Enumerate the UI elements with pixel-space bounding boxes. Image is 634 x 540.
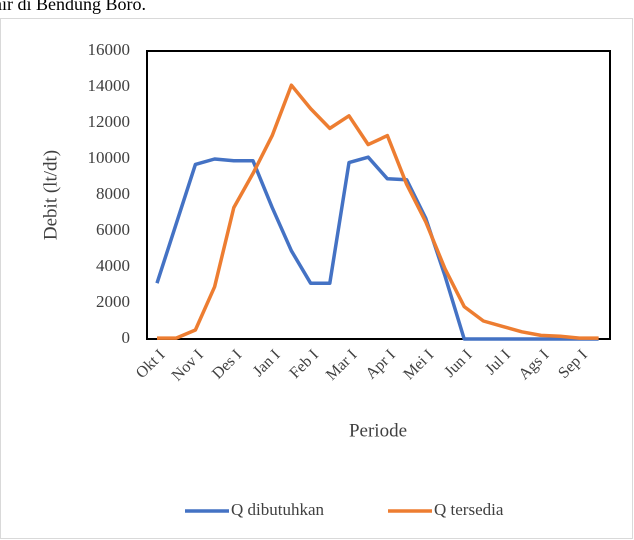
x-tick-label: Jun I xyxy=(441,346,475,380)
x-tick-label: Ags I xyxy=(516,346,553,383)
y-tick-label: 10000 xyxy=(88,148,131,167)
y-tick-label: 12000 xyxy=(88,112,131,131)
y-tick-label: 2000 xyxy=(96,292,130,311)
y-tick-label: 14000 xyxy=(88,76,131,95)
y-tick-label: 0 xyxy=(122,328,131,347)
x-tick-label: Mei I xyxy=(400,346,437,383)
y-tick-label: 6000 xyxy=(96,220,130,239)
x-tick-label: Okt I xyxy=(133,346,169,382)
y-tick-label: 4000 xyxy=(96,256,130,275)
x-tick-label: Apr I xyxy=(363,346,399,382)
legend-label: Q tersedia xyxy=(434,500,504,519)
x-axis-label: Periode xyxy=(349,420,407,441)
x-tick-label: Nov I xyxy=(169,346,207,384)
plot-area xyxy=(146,50,611,340)
y-axis-label: Debit (lt/dt) xyxy=(40,150,61,240)
x-tick-label: Des I xyxy=(209,346,245,382)
x-tick-label: Sep I xyxy=(555,346,591,382)
x-tick-label: Jul I xyxy=(482,346,514,378)
y-tick-label: 16000 xyxy=(88,40,131,59)
text-above: air di Bendung Boro. xyxy=(0,0,146,14)
series-line xyxy=(157,83,599,340)
series-line xyxy=(155,155,599,341)
chart-frame xyxy=(0,18,633,539)
x-tick-label: Feb I xyxy=(286,346,322,382)
x-tick-label: Jan I xyxy=(250,346,284,380)
x-tick-label: Mar I xyxy=(323,346,360,383)
y-tick-label: 8000 xyxy=(96,184,130,203)
legend-label: Q dibutuhkan xyxy=(231,500,325,519)
